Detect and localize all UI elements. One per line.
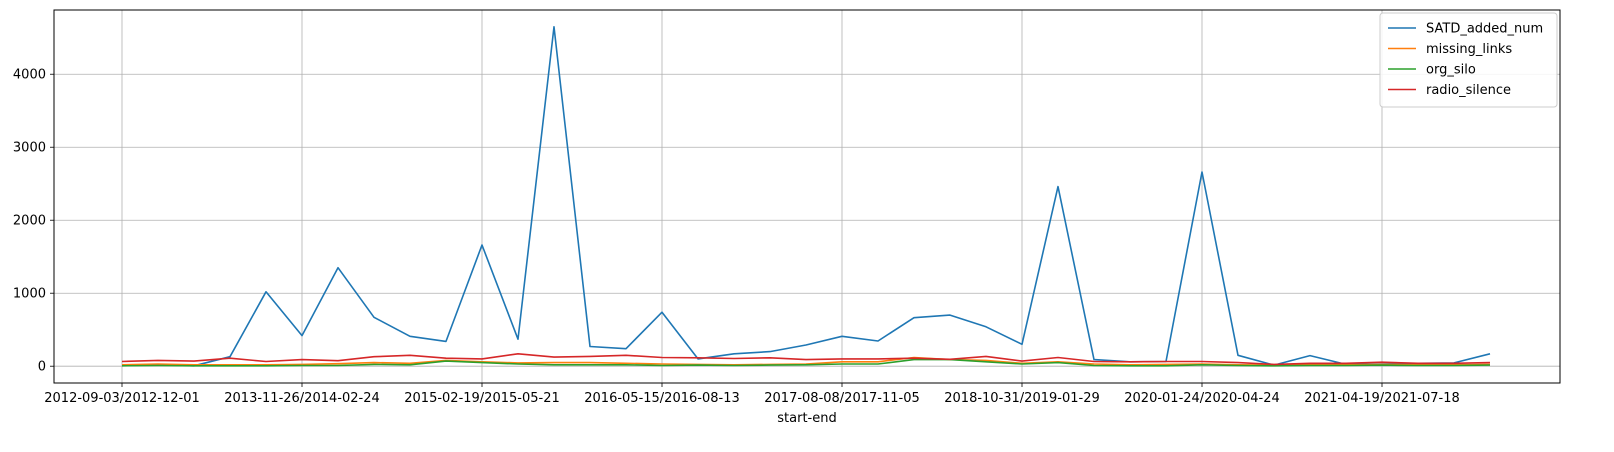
x-tick-label: 2017-08-08/2017-11-05 — [764, 391, 919, 406]
series-line-radio-silence — [121, 352, 1491, 366]
legend: SATD_added_num missing_links org_siloradio… — [1379, 12, 1558, 108]
grid-lines — [54, 10, 1560, 383]
series-line-SATD-added-num — [121, 25, 1491, 367]
y-tick-label: 0 — [38, 360, 46, 375]
y-tick-label: 4000 — [13, 68, 46, 83]
x-tick-label: 2021-04-19/2021-07-18 — [1304, 391, 1459, 406]
x-tick-label: 2015-02-19/2015-05-21 — [404, 391, 559, 406]
series-lines — [121, 25, 1491, 367]
legend-label: radio_silence — [1426, 83, 1511, 98]
series-line-org-silo — [121, 358, 1491, 367]
x-tick-label: 2016-05-15/2016-08-13 — [584, 391, 739, 406]
axis-ticks: 0 1000 2000 3000 4000 2012-09-03/2012-12-01 20… — [13, 68, 1460, 406]
x-axis-label: start-end — [777, 411, 836, 426]
x-tick-label: 2012-09-03/2012-12-01 — [44, 391, 199, 406]
x-tick-label: 2018-10-31/2019-01-29 — [944, 391, 1099, 406]
y-tick-label: 2000 — [13, 214, 46, 229]
axes-frame — [53, 9, 1561, 384]
y-tick-label: 3000 — [13, 141, 46, 156]
legend-label: missing_links — [1426, 42, 1512, 57]
x-tick-label: 2013-11-26/2014-02-24 — [224, 391, 379, 406]
x-tick-label: 2020-01-24/2020-04-24 — [1124, 391, 1279, 406]
legend-box — [1379, 12, 1558, 108]
legend-label: SATD_added_num — [1426, 22, 1543, 37]
legend-label: org_silo — [1426, 63, 1476, 78]
y-tick-label: 1000 — [13, 287, 46, 302]
